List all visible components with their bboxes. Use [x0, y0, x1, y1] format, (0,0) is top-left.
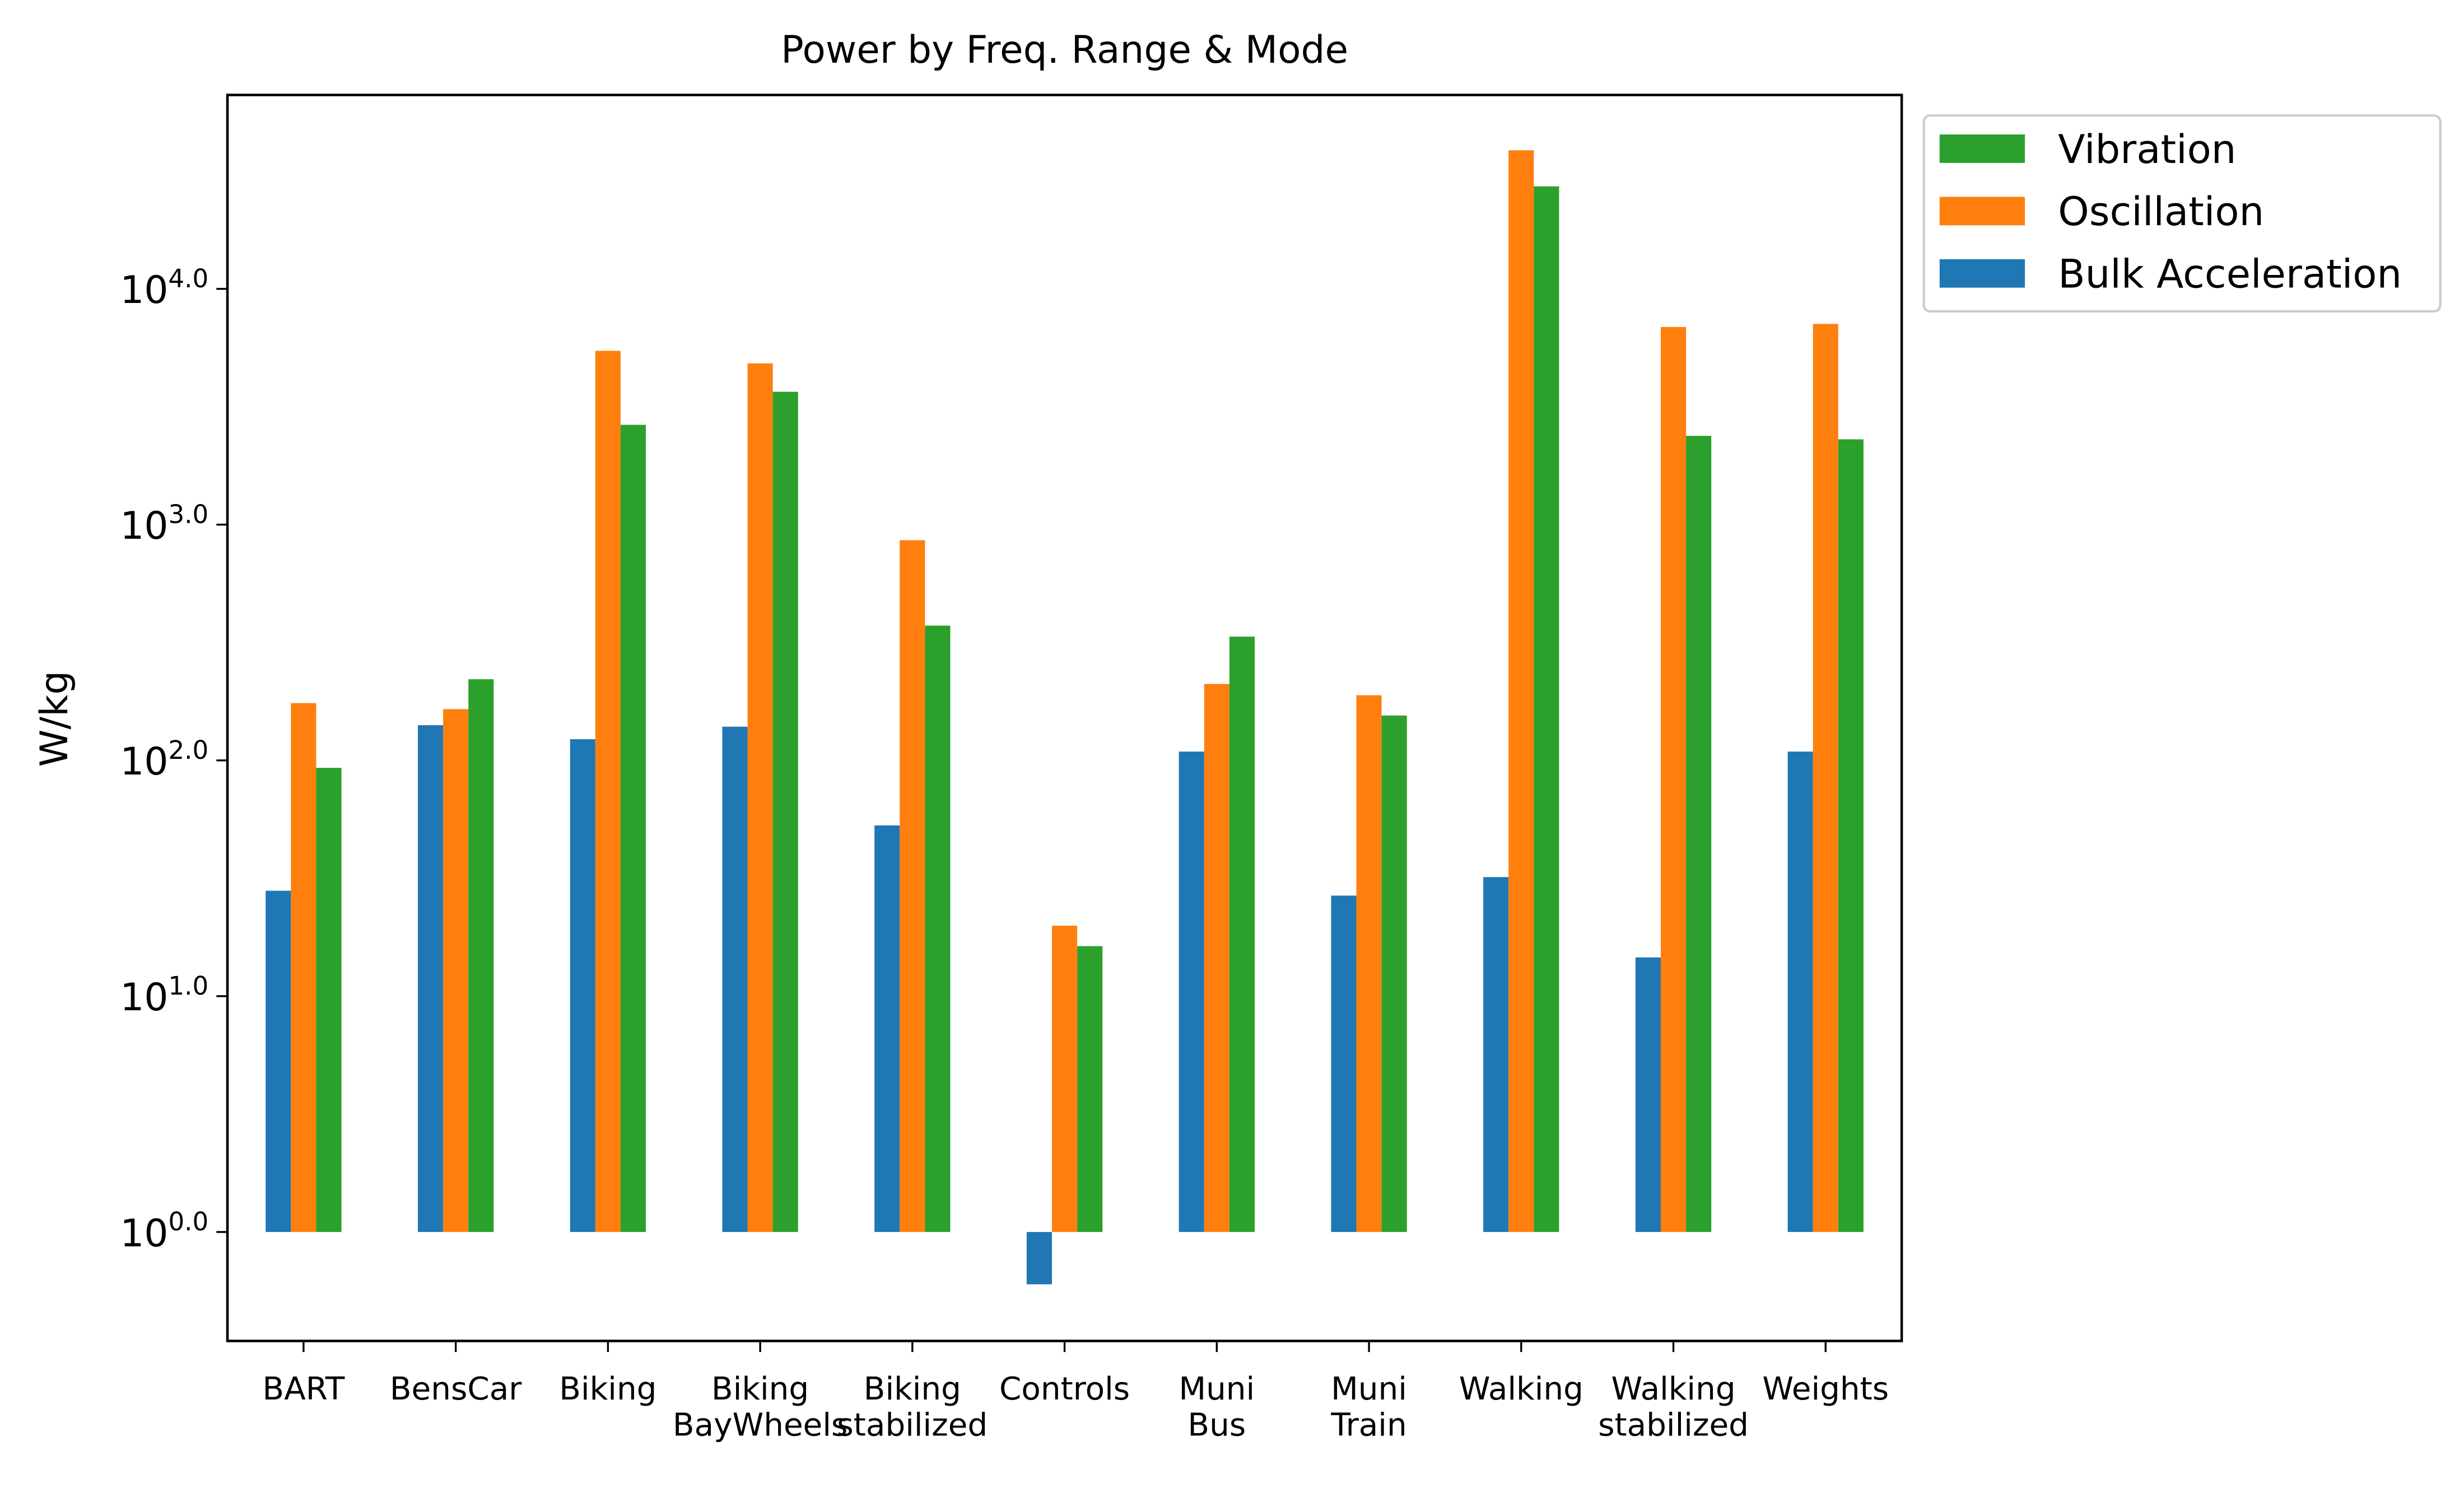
y-axis-label: W/kg [32, 671, 76, 767]
legend-label: Oscillation [2058, 189, 2264, 235]
x-tick-label: Walking stabilized [1598, 1371, 1749, 1444]
bar [1026, 1231, 1052, 1285]
x-tick-label: Muni Bus [1179, 1371, 1255, 1444]
y-tick-label: 103.0 [120, 500, 208, 548]
bar [1686, 436, 1712, 1232]
x-tick-label: Weights [1762, 1371, 1889, 1407]
bar [772, 391, 798, 1232]
legend-swatch [1939, 259, 2025, 288]
bar [1381, 715, 1407, 1232]
x-tick-label: BensCar [390, 1371, 522, 1407]
bar [1838, 439, 1864, 1232]
x-tick-label: Controls [999, 1371, 1130, 1407]
bar [747, 363, 773, 1232]
x-tick-label: BART [263, 1371, 345, 1407]
y-tick-label: 102.0 [120, 735, 208, 783]
bar [1508, 150, 1534, 1232]
y-tick-label: 100.0 [120, 1207, 208, 1255]
bar [417, 725, 444, 1232]
bar [1483, 877, 1509, 1232]
plot-frame [226, 94, 1903, 1342]
bar [1813, 324, 1838, 1232]
bar [722, 726, 748, 1232]
bar [1787, 752, 1813, 1232]
bar [1635, 957, 1661, 1232]
chart-title: Power by Freq. Range & Mode [781, 27, 1348, 72]
bar [1356, 695, 1382, 1232]
legend-swatch [1939, 197, 2025, 226]
bar [1534, 186, 1559, 1232]
bar [291, 703, 316, 1232]
bar [1204, 684, 1229, 1232]
bar [925, 626, 951, 1232]
y-tick-label: 101.0 [120, 971, 208, 1019]
bar [1052, 926, 1078, 1232]
legend-label: Bulk Acceleration [2058, 251, 2402, 297]
x-tick-label: Biking [559, 1371, 656, 1407]
bar [468, 679, 494, 1232]
bar [1331, 895, 1357, 1232]
bar [595, 351, 621, 1232]
x-tick-label: Biking BayWheels [673, 1371, 847, 1444]
x-tick-label: Walking [1459, 1371, 1583, 1407]
bar [874, 825, 900, 1232]
legend-box [1922, 114, 2442, 313]
legend-label: Vibration [2058, 127, 2236, 172]
x-tick-label: Biking stabilized [837, 1371, 988, 1444]
x-tick-label: Muni Train [1330, 1371, 1407, 1444]
bar [443, 709, 469, 1232]
bar [1179, 752, 1204, 1232]
legend-swatch [1939, 134, 2025, 163]
bar [900, 540, 925, 1232]
bar [266, 890, 291, 1232]
bar [1077, 946, 1103, 1232]
bar [1660, 326, 1687, 1232]
y-tick-label: 104.0 [120, 264, 208, 312]
bar [1229, 636, 1255, 1232]
legend: Vibration Oscillation Bulk Acceleration [1922, 114, 2442, 313]
bar [570, 739, 595, 1232]
bar [620, 424, 646, 1232]
bar [316, 768, 342, 1232]
